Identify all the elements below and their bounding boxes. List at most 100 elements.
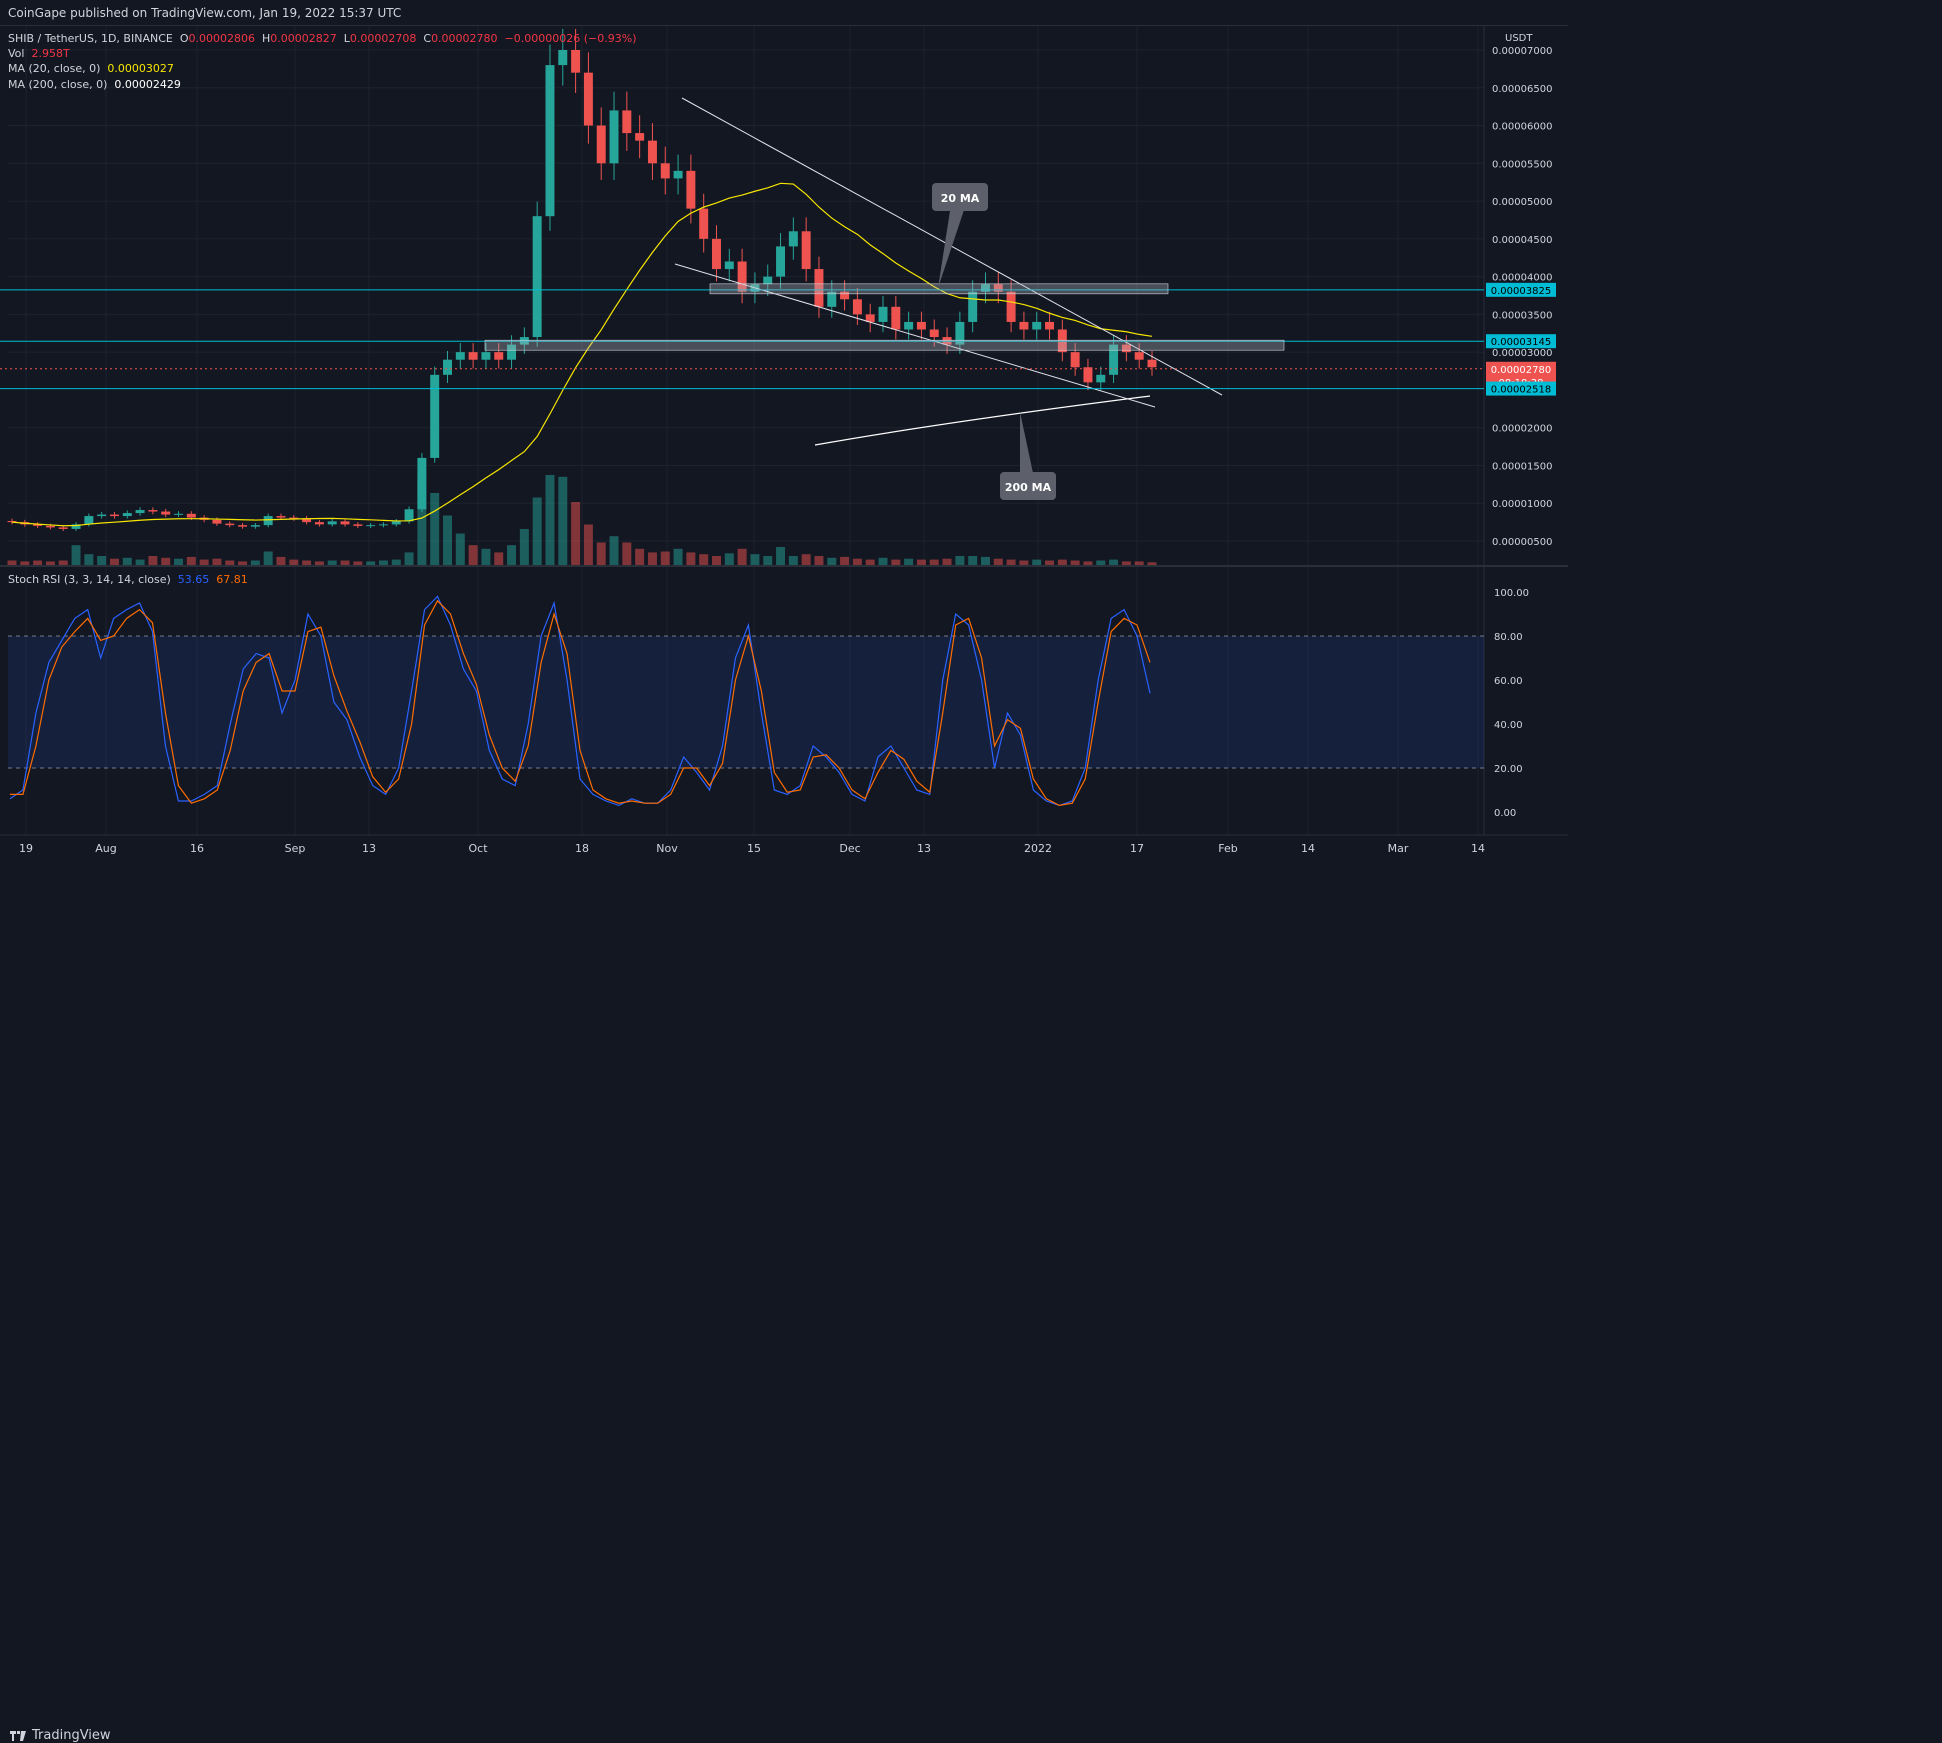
candle-body (455, 352, 465, 360)
candle-body (532, 216, 542, 338)
volume-bar (622, 542, 632, 565)
stoch-k-value: 53.65 (177, 573, 210, 586)
volume-bar (1121, 561, 1131, 565)
symbol-title: SHIB / TetherUS, 1D, BINANCE (8, 32, 173, 45)
volume-bar (71, 545, 81, 565)
volume-bar (686, 552, 696, 565)
candle-body (97, 514, 107, 517)
volume-bar (1019, 560, 1029, 565)
published-caption: CoinGape published on TradingView.com, J… (8, 6, 402, 20)
volume-bar (827, 557, 837, 565)
candle-body (609, 110, 619, 164)
candle-body (981, 284, 990, 292)
volume-bar (647, 552, 657, 565)
price-tick-label: 0.00006500 (1492, 84, 1552, 95)
candle-body (71, 524, 81, 529)
currency-label: USDT (1505, 33, 1533, 44)
ma20-callout-label: 20 MA (941, 192, 980, 205)
candle-body (814, 269, 824, 307)
price-tick-label: 0.00005000 (1492, 197, 1552, 208)
candle-body (571, 50, 581, 73)
close-value: 0.00002780 (431, 32, 498, 45)
support-zone (484, 339, 1285, 351)
candle-body (558, 50, 568, 66)
time-tick-label: Nov (656, 842, 678, 855)
price-tick-label: 0.00001000 (1492, 499, 1552, 510)
ma20-line (11, 182, 1153, 527)
candle-body (737, 261, 747, 292)
candle-body (878, 306, 888, 322)
price-tick-label: 0.00007000 (1492, 46, 1552, 57)
stoch-tick-label: 80.00 (1494, 632, 1523, 643)
volume-bar (1070, 560, 1080, 565)
volume-bar (981, 556, 990, 565)
volume-bar (788, 556, 798, 565)
candle-body (916, 321, 926, 330)
candle-body (366, 525, 376, 527)
volume-bar (84, 554, 94, 565)
open-value: 0.00002806 (188, 32, 255, 45)
volume-bar (891, 559, 901, 565)
tradingview-brand[interactable]: TradingView (10, 1728, 111, 1743)
volume-bar (916, 559, 926, 565)
time-tick-label: 17 (1130, 842, 1144, 855)
candle-body (673, 170, 683, 179)
candle-body (865, 314, 875, 322)
level-badge-r2-bg (1486, 334, 1556, 349)
volume-bar (122, 557, 132, 565)
candle-body (186, 513, 196, 518)
candle-body (788, 231, 798, 247)
candle-body (378, 524, 388, 526)
volume-bar (135, 559, 145, 565)
candle-body (827, 291, 837, 307)
candle-body (1147, 359, 1157, 368)
volume-bar (737, 548, 747, 565)
time-tick-label: 19 (19, 842, 33, 855)
volume-value: 2.958T (31, 47, 70, 60)
volume-bar (955, 556, 965, 565)
candle-body (481, 352, 491, 360)
footer-bar: TradingView (0, 860, 1568, 1743)
stoch-tick-label: 0.00 (1494, 808, 1516, 819)
candle-body (801, 231, 811, 270)
candle-body (1083, 367, 1093, 383)
current-price-badge: 0.00002780 (1491, 365, 1551, 376)
volume-bar (968, 556, 978, 565)
volume-bar (263, 551, 273, 565)
candle-body (776, 246, 786, 277)
ma200-label: MA (200, close, 0) (8, 78, 108, 91)
volume-bar (596, 542, 606, 565)
volume-bar (1057, 559, 1067, 565)
volume-bar (289, 559, 299, 565)
volume-bar (763, 556, 773, 565)
change-value: −0.00000026 (−0.93%) (504, 32, 637, 45)
volume-bar (174, 558, 183, 565)
volume-bar (583, 524, 593, 565)
time-tick-label: 14 (1301, 842, 1315, 855)
ma200-callout-pointer (1020, 412, 1036, 487)
volume-bar (314, 561, 324, 565)
volume-bar (814, 556, 824, 565)
volume-bar (33, 560, 43, 565)
candle-body (174, 513, 183, 515)
resistance-zone (709, 283, 1169, 295)
candle-body (7, 520, 17, 523)
time-tick-label: Feb (1218, 842, 1237, 855)
volume-bar (993, 558, 1003, 565)
ma200-line (814, 395, 1151, 446)
volume-bar (558, 476, 568, 565)
volume-bar (443, 515, 452, 565)
stoch-tick-label: 60.00 (1494, 676, 1523, 687)
candle-body (289, 517, 299, 519)
upper-trendline (681, 97, 1223, 396)
level-badge-r1-bg (1486, 282, 1556, 297)
price-tick-label: 0.00003000 (1492, 348, 1552, 359)
volume-bar (699, 554, 709, 565)
candle-body (852, 299, 862, 315)
volume-bar (404, 552, 414, 565)
time-tick-label: 16 (190, 842, 204, 855)
volume-bar (366, 561, 376, 565)
candle-body (1109, 344, 1119, 375)
volume-bar (417, 476, 427, 565)
